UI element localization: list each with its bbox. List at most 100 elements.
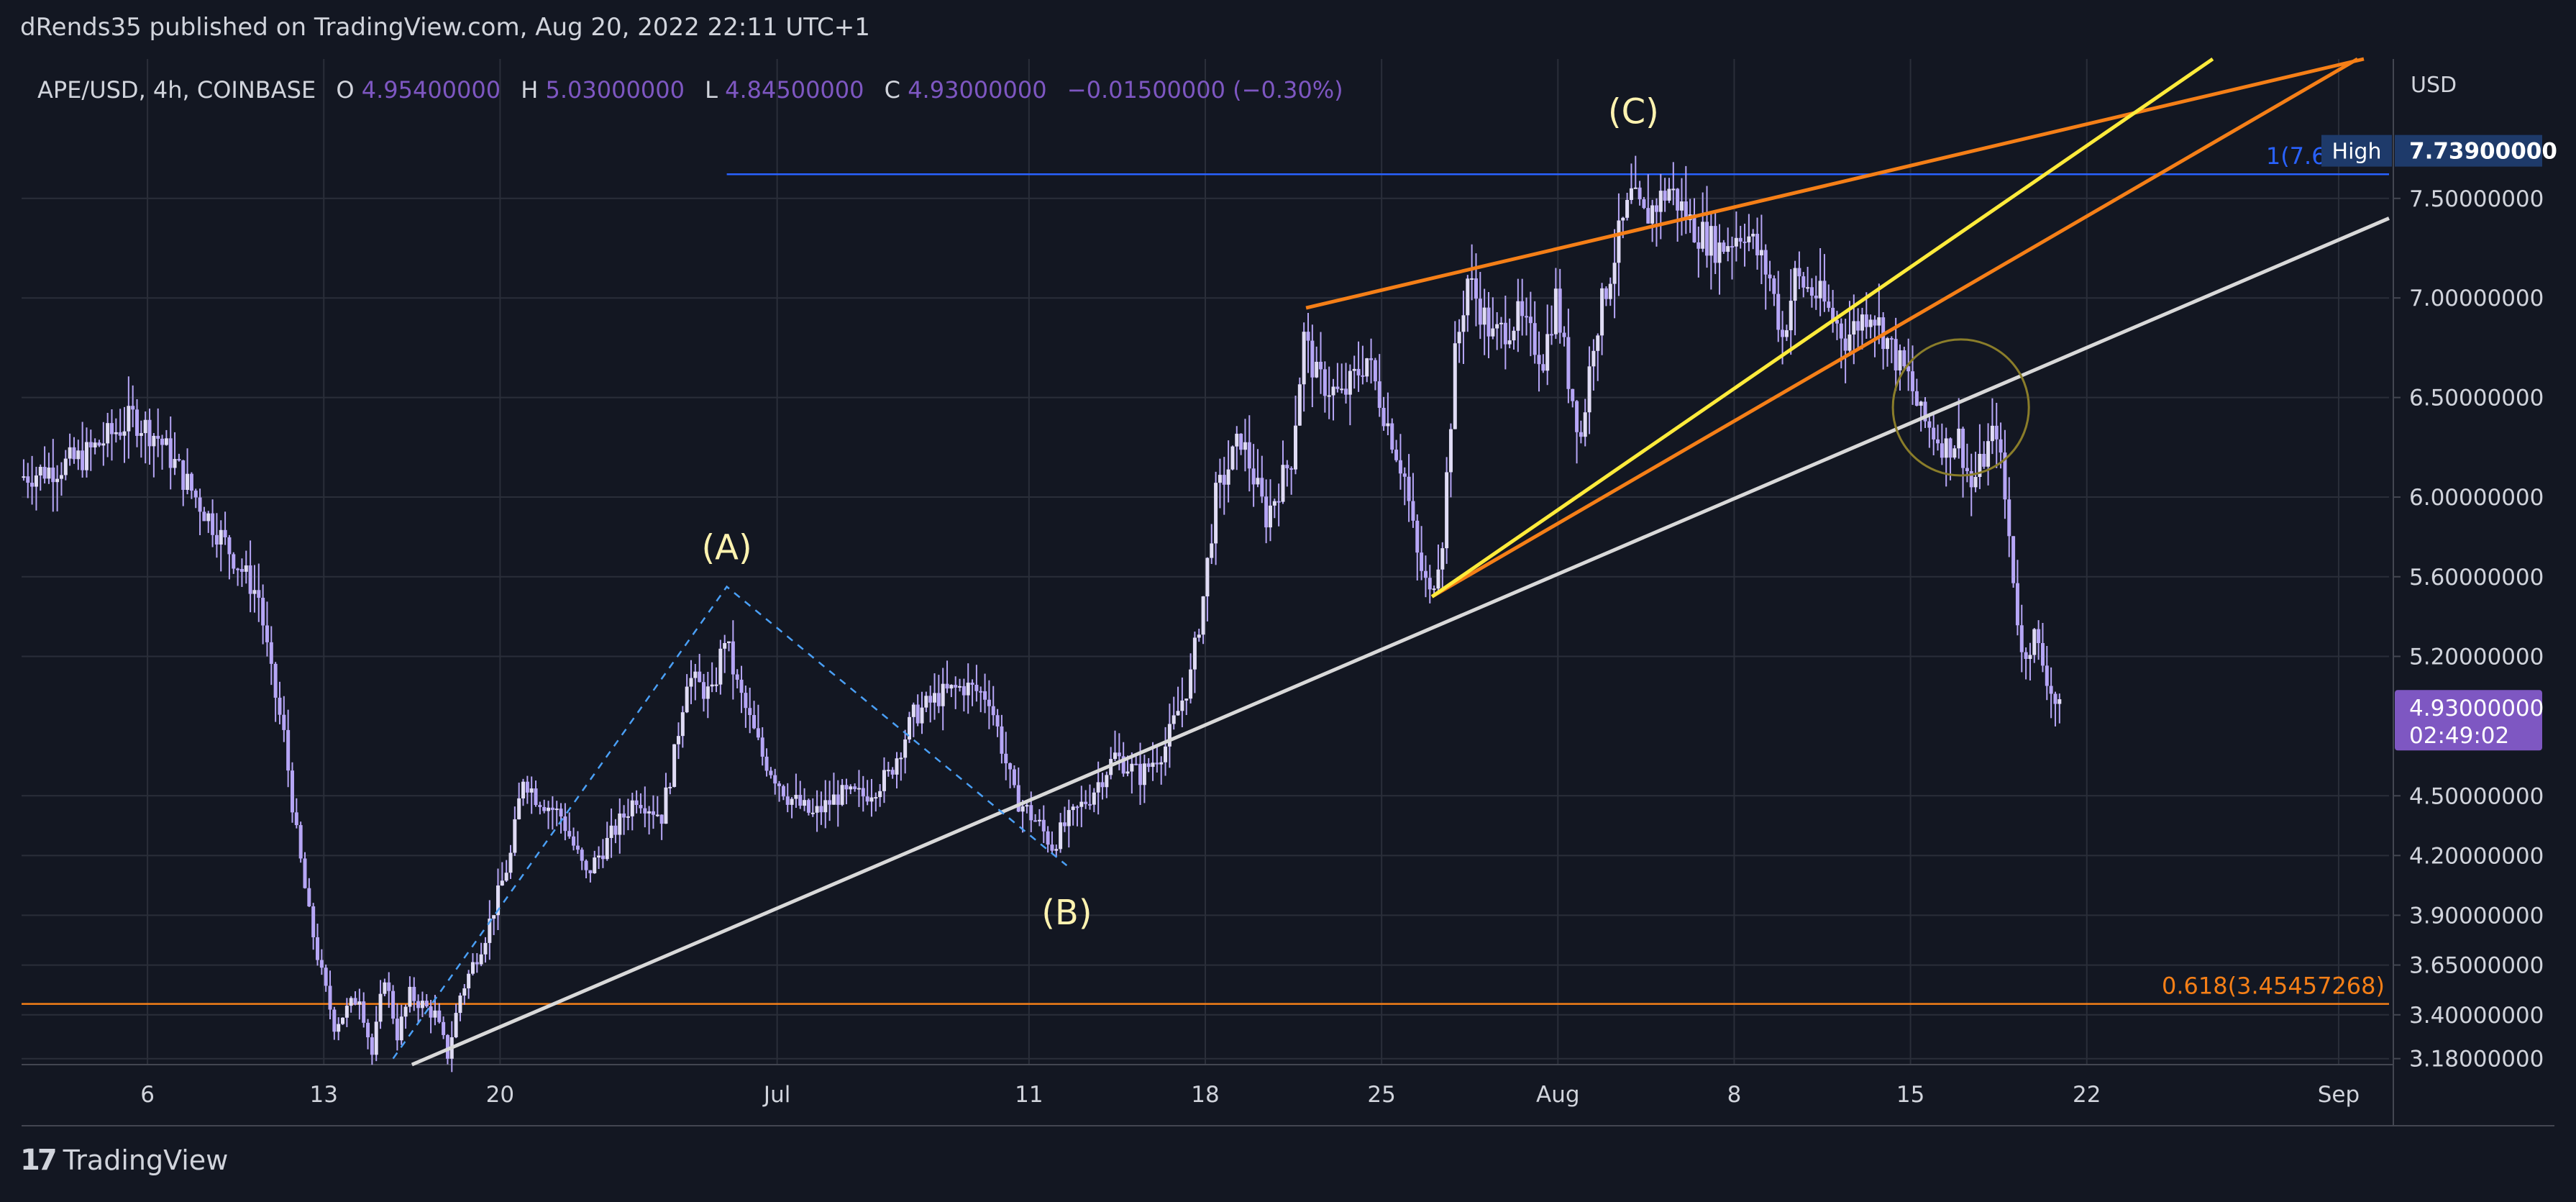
candle-body bbox=[34, 475, 38, 487]
candle-body bbox=[1125, 771, 1130, 774]
candle bbox=[1827, 284, 1831, 312]
candle-body bbox=[97, 442, 101, 446]
candle bbox=[613, 819, 618, 844]
candle-body bbox=[1457, 332, 1461, 344]
candle-body bbox=[924, 696, 928, 708]
candle bbox=[1348, 364, 1352, 426]
candle-body bbox=[1914, 391, 1919, 406]
candle bbox=[1436, 545, 1440, 593]
candle-body bbox=[1167, 724, 1171, 747]
high-badge-label: High bbox=[2332, 140, 2382, 165]
candle bbox=[920, 691, 924, 734]
candle-body bbox=[412, 986, 416, 1001]
candle-body bbox=[219, 529, 223, 545]
candle bbox=[1927, 416, 1932, 448]
candle-body bbox=[1843, 338, 1847, 351]
candle bbox=[51, 439, 55, 512]
candle bbox=[966, 663, 970, 714]
candle-body bbox=[1650, 205, 1655, 224]
candle bbox=[698, 654, 702, 683]
candle bbox=[1873, 315, 1877, 358]
candle-body bbox=[752, 715, 757, 729]
candle-body bbox=[618, 813, 622, 835]
candle bbox=[55, 465, 60, 511]
candle bbox=[744, 686, 748, 728]
candle-body bbox=[1839, 323, 1843, 339]
candle-body bbox=[949, 685, 954, 689]
candle-body bbox=[584, 860, 588, 870]
candle bbox=[588, 870, 593, 883]
candle bbox=[1306, 313, 1310, 373]
price-tick-label: 6.00000000 bbox=[2409, 485, 2544, 511]
candle bbox=[991, 686, 995, 726]
candle bbox=[223, 511, 227, 545]
tradingview-brand[interactable]: 17 TradingView bbox=[20, 1144, 228, 1177]
candle bbox=[861, 775, 865, 812]
candle-body bbox=[282, 714, 286, 730]
candle-body bbox=[1323, 369, 1327, 396]
candle bbox=[710, 662, 714, 693]
candle bbox=[1113, 730, 1118, 762]
candle bbox=[1499, 317, 1503, 349]
candle bbox=[1898, 344, 1902, 391]
trend-line-steep[interactable] bbox=[1430, 57, 2214, 598]
trend-line-wedge-upper[interactable] bbox=[1305, 57, 2365, 310]
candle-body bbox=[1658, 191, 1663, 212]
candle bbox=[239, 558, 244, 587]
candle-body bbox=[1776, 293, 1781, 330]
candle bbox=[1679, 178, 1684, 236]
candle-body bbox=[1029, 805, 1033, 821]
candle bbox=[211, 499, 215, 547]
candle bbox=[341, 1017, 345, 1025]
candle-body bbox=[1889, 338, 1894, 340]
legend-symbol: APE/USD, 4h, COINBASE bbox=[37, 76, 316, 104]
candle bbox=[34, 466, 38, 511]
candle-body bbox=[488, 919, 492, 943]
wave-abc-path[interactable] bbox=[392, 585, 1068, 1060]
candle-body bbox=[958, 686, 962, 688]
candle bbox=[303, 852, 307, 889]
candle bbox=[1012, 765, 1016, 788]
candle bbox=[936, 675, 941, 714]
annotation-circle[interactable] bbox=[1891, 338, 2030, 477]
candle-body bbox=[794, 794, 798, 799]
candle bbox=[131, 385, 135, 427]
candle-body bbox=[2032, 629, 2037, 655]
candle bbox=[1793, 260, 1797, 336]
candle-body bbox=[26, 476, 30, 483]
candle-body bbox=[47, 468, 51, 479]
candle-body bbox=[366, 1022, 370, 1038]
trend-line-support[interactable] bbox=[411, 217, 2390, 1067]
candle bbox=[1868, 314, 1873, 339]
candle-body bbox=[974, 684, 979, 691]
candle-body bbox=[1020, 806, 1025, 812]
candle-body bbox=[357, 1001, 362, 1005]
candle bbox=[903, 729, 908, 774]
price-tick-label: 4.20000000 bbox=[2409, 843, 2544, 869]
candle bbox=[198, 488, 202, 536]
price-axis[interactable]: 7.50000000 7.00000000 6.50000000 6.00000000… bbox=[2321, 135, 2557, 1073]
candle bbox=[316, 924, 319, 966]
trend-lines[interactable] bbox=[392, 57, 2390, 1067]
candle bbox=[412, 977, 416, 1011]
candle bbox=[773, 768, 777, 795]
candle bbox=[1411, 473, 1415, 528]
candle bbox=[1638, 181, 1642, 206]
candle-body bbox=[1852, 321, 1856, 335]
candle-body bbox=[1402, 473, 1407, 477]
candle-body bbox=[1327, 395, 1331, 397]
candle bbox=[1587, 346, 1591, 434]
candle bbox=[1478, 272, 1482, 340]
candle-body bbox=[1059, 822, 1063, 850]
candle-body bbox=[1566, 337, 1571, 389]
candle-body bbox=[214, 534, 219, 545]
candle-body bbox=[735, 674, 739, 680]
candle bbox=[278, 681, 282, 724]
candle bbox=[701, 673, 705, 712]
candle-body bbox=[1818, 281, 1822, 299]
time-axis[interactable]: 6 13 20 Jul 11 18 25 Aug 8 15 22 Sep bbox=[140, 1082, 2360, 1108]
trend-line-wedge-lower[interactable] bbox=[1430, 57, 2359, 598]
candle-body bbox=[1701, 222, 1705, 249]
candle-body bbox=[634, 800, 639, 805]
